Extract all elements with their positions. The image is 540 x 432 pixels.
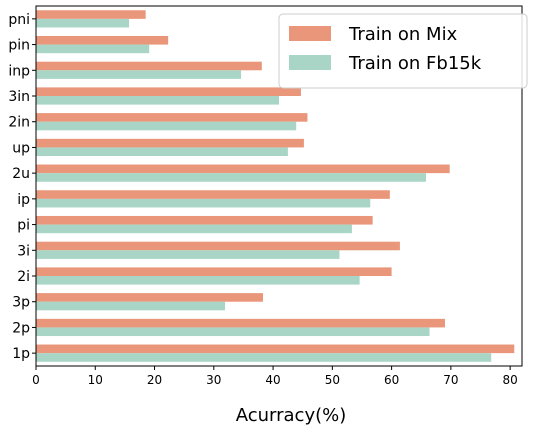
x-tick-label-70: 70 bbox=[443, 373, 458, 387]
legend-swatch-fb15k bbox=[289, 55, 331, 70]
plot-frame bbox=[35, 5, 523, 367]
y-tick-label-2in: 2in bbox=[8, 115, 30, 131]
bar-fb15k-3i bbox=[36, 250, 340, 259]
y-tick-label-inp: inp bbox=[8, 63, 30, 79]
bar-mix-2in bbox=[36, 113, 308, 122]
bar-fb15k-pi bbox=[36, 224, 352, 234]
bar-mix-pni bbox=[36, 10, 146, 19]
bar-fb15k-up bbox=[36, 147, 288, 157]
x-tick-label-0: 0 bbox=[32, 373, 40, 387]
y-tick-label-pi: pi bbox=[17, 218, 30, 234]
x-tick-label-40: 40 bbox=[265, 373, 280, 387]
y-tick-label-up: up bbox=[12, 140, 30, 156]
x-tick-label-30: 30 bbox=[206, 373, 221, 387]
legend-label-fb15k: Train on Fb15k bbox=[348, 53, 482, 74]
bar-mix-2u bbox=[36, 164, 450, 174]
x-tick-label-10: 10 bbox=[88, 373, 103, 387]
y-tick-label-3in: 3in bbox=[8, 89, 30, 105]
y-tick-label-pin: pin bbox=[8, 38, 30, 54]
bar-fb15k-2u bbox=[36, 173, 426, 182]
bars-layer bbox=[36, 10, 515, 362]
bar-fb15k-ip bbox=[36, 198, 371, 208]
bar-mix-ip bbox=[36, 190, 390, 199]
bar-fb15k-2i bbox=[36, 276, 360, 285]
y-tick-label-ip: ip bbox=[17, 192, 30, 208]
x-axis-title: Acurracy(%) bbox=[236, 405, 347, 426]
bar-mix-3in bbox=[36, 87, 301, 96]
bar-mix-3i bbox=[36, 241, 400, 251]
bar-mix-1p bbox=[36, 344, 515, 354]
bar-fb15k-pni bbox=[36, 18, 130, 28]
bar-fb15k-2p bbox=[36, 327, 430, 337]
x-tick-label-80: 80 bbox=[503, 373, 518, 387]
x-tick-label-20: 20 bbox=[147, 373, 162, 387]
legend-box bbox=[278, 13, 528, 89]
bar-mix-up bbox=[36, 138, 304, 148]
legend: Train on Mix Train on Fb15k bbox=[278, 13, 528, 89]
bar-fb15k-inp bbox=[36, 70, 242, 79]
y-tick-label-pni: pni bbox=[8, 12, 30, 28]
x-tick-label-60: 60 bbox=[384, 373, 399, 387]
bar-mix-2i bbox=[36, 267, 392, 276]
bar-fb15k-1p bbox=[36, 353, 492, 362]
bar-mix-2p bbox=[36, 318, 445, 328]
y-tick-label-3p: 3p bbox=[12, 295, 30, 311]
y-tick-label-3i: 3i bbox=[17, 243, 30, 259]
bar-fb15k-pin bbox=[36, 44, 150, 54]
legend-label-mix: Train on Mix bbox=[348, 24, 458, 45]
bar-fb15k-2in bbox=[36, 121, 297, 131]
x-tick-label-50: 50 bbox=[325, 373, 340, 387]
legend-swatch-mix bbox=[289, 26, 331, 41]
bar-fb15k-3p bbox=[36, 301, 226, 311]
bar-mix-pi bbox=[36, 215, 373, 225]
bar-mix-inp bbox=[36, 61, 262, 71]
bar-fb15k-3in bbox=[36, 96, 279, 105]
y-tick-label-2u: 2u bbox=[12, 166, 30, 182]
y-tick-label-1p: 1p bbox=[12, 346, 30, 362]
axes-layer: 0 10 20 30 40 50 60 70 80 pni pin inp 3in 2in up 2u ip pi… bbox=[8, 5, 523, 426]
y-tick-label-2p: 2p bbox=[12, 320, 30, 336]
y-tick-label-2i: 2i bbox=[17, 269, 30, 285]
bar-mix-3p bbox=[36, 293, 263, 302]
bar-mix-pin bbox=[36, 35, 169, 45]
